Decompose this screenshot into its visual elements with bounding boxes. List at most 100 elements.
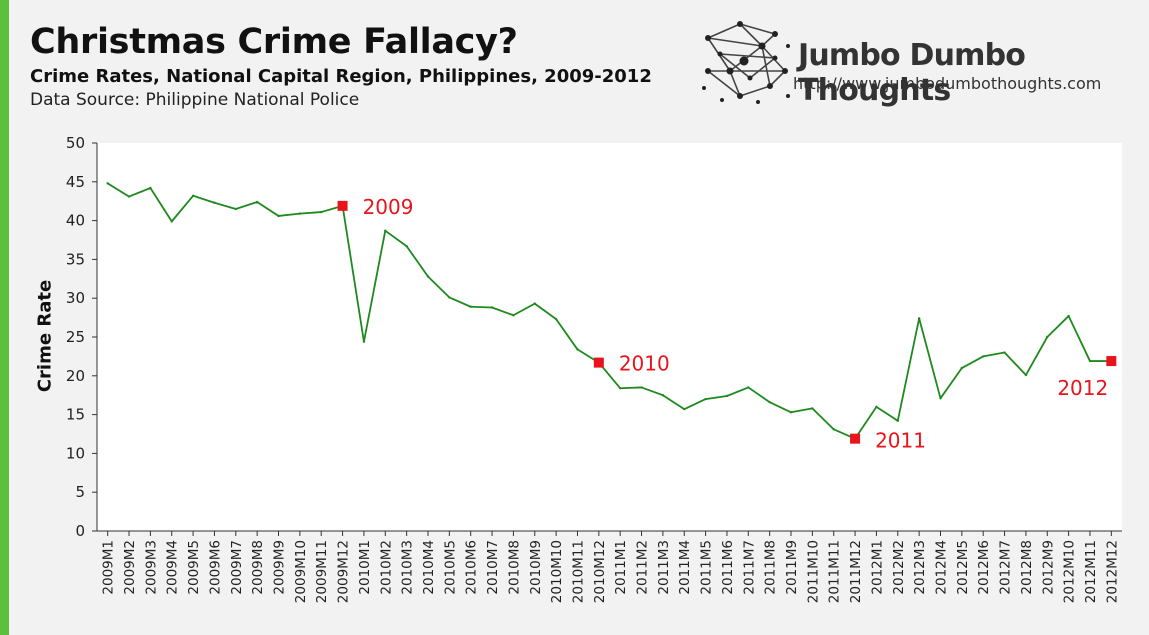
chart-subtitle: Crime Rates, National Capital Region, Ph… (30, 66, 652, 87)
data-point (661, 394, 665, 397)
x-tick-label: 2012M11 (1083, 540, 1099, 603)
x-tick-label: 2011M4 (677, 540, 693, 595)
data-point (213, 201, 216, 204)
x-tick-label: 2011M3 (656, 540, 672, 595)
x-tick-label: 2011M9 (784, 540, 800, 595)
data-point (106, 182, 109, 185)
plot-area (97, 143, 1122, 531)
data-point (1088, 359, 1092, 363)
x-tick-label: 2011M7 (741, 540, 757, 595)
x-tick-label: 2009M2 (122, 540, 138, 595)
data-point (789, 411, 793, 414)
x-tick-label: 2012M10 (1062, 540, 1078, 603)
data-point (448, 296, 451, 299)
data-point (981, 355, 985, 358)
x-tick-label: 2009M5 (186, 540, 202, 595)
data-point (127, 195, 131, 198)
annotation-label: 2012 (1057, 376, 1108, 400)
data-point (426, 275, 430, 278)
data-point (640, 386, 643, 389)
annotation-marker (850, 433, 861, 444)
x-tick-label: 2009M10 (293, 540, 309, 603)
x-tick-label: 2011M11 (827, 540, 843, 603)
annotation-marker (1106, 356, 1117, 367)
x-tick-label: 2012M3 (912, 540, 928, 595)
data-point (490, 306, 494, 309)
data-point (768, 400, 771, 404)
annotation-marker (337, 200, 348, 211)
data-point (298, 212, 302, 215)
x-tick-label: 2009M12 (336, 540, 352, 603)
x-tick-label: 2009M3 (143, 540, 159, 595)
x-tick-label: 2012M6 (976, 540, 992, 595)
x-tick-label: 2011M2 (635, 540, 651, 595)
network-logo-icon (702, 21, 790, 104)
y-tick-label: 10 (66, 444, 85, 462)
x-tick-label: 2010M11 (570, 540, 586, 603)
data-source: Data Source: Philippine National Police (30, 90, 360, 110)
brand-url: http://www.jumbodumbothoughts.com (793, 74, 1102, 93)
data-point (149, 186, 152, 190)
x-tick-label: 2011M5 (699, 540, 715, 595)
y-tick-label: 0 (75, 522, 85, 540)
x-tick-label: 2011M8 (763, 540, 779, 595)
data-point (191, 194, 195, 197)
y-tick-label: 30 (66, 289, 85, 307)
x-tick-label: 2009M11 (314, 540, 330, 603)
data-point (683, 407, 686, 411)
x-tick-label: 2010M4 (421, 540, 437, 595)
x-tick-label: 2012M8 (1019, 540, 1035, 595)
y-tick-label: 35 (66, 250, 85, 268)
x-tick-label: 2010M1 (357, 540, 373, 595)
accent-bar (0, 0, 9, 635)
annotation-label: 2009 (363, 195, 414, 219)
y-tick-label: 15 (66, 406, 85, 424)
data-point (1067, 314, 1070, 318)
data-point (832, 428, 835, 431)
data-point (747, 386, 750, 389)
annotation-marker (593, 357, 604, 368)
data-point (960, 366, 964, 370)
data-point (255, 200, 259, 204)
data-point (896, 419, 899, 423)
x-tick-label: 2009M4 (165, 540, 181, 595)
x-tick-label: 2012M2 (891, 540, 907, 595)
x-tick-label: 2012M12 (1104, 540, 1120, 603)
data-point (725, 394, 729, 398)
data-point (939, 397, 942, 400)
data-point (875, 405, 878, 409)
x-tick-label: 2011M12 (848, 540, 864, 603)
x-tick-label: 2009M7 (229, 540, 245, 595)
y-tick-label: 45 (66, 173, 85, 191)
x-tick-label: 2012M9 (1040, 540, 1056, 595)
x-tick-label: 2010M7 (485, 540, 501, 595)
data-point (469, 305, 472, 308)
data-point (811, 407, 814, 410)
annotation-label: 2011 (875, 429, 926, 453)
data-point (384, 229, 387, 232)
data-point (704, 397, 707, 401)
y-tick-label: 40 (66, 212, 85, 230)
x-tick-label: 2009M8 (250, 540, 266, 595)
x-tick-label: 2011M1 (613, 540, 629, 595)
x-tick-label: 2011M10 (805, 540, 821, 603)
x-tick-label: 2012M4 (933, 540, 949, 595)
data-point (917, 317, 921, 320)
data-point (320, 210, 323, 214)
x-tick-label: 2011M6 (720, 540, 736, 595)
data-point (362, 340, 366, 343)
x-tick-label: 2012M7 (998, 540, 1014, 595)
data-point (405, 245, 408, 248)
data-point (1046, 335, 1049, 339)
data-point (277, 214, 280, 218)
x-tick-label: 2012M5 (955, 540, 971, 595)
x-tick-label: 2010M12 (592, 540, 608, 603)
data-point (618, 387, 622, 390)
y-tick-label: 20 (66, 367, 85, 385)
x-tick-label: 2012M1 (869, 540, 885, 595)
x-tick-label: 2009M1 (101, 540, 117, 595)
data-point (1024, 373, 1028, 377)
x-tick-label: 2010M8 (506, 540, 522, 595)
annotation-label: 2010 (619, 352, 670, 376)
